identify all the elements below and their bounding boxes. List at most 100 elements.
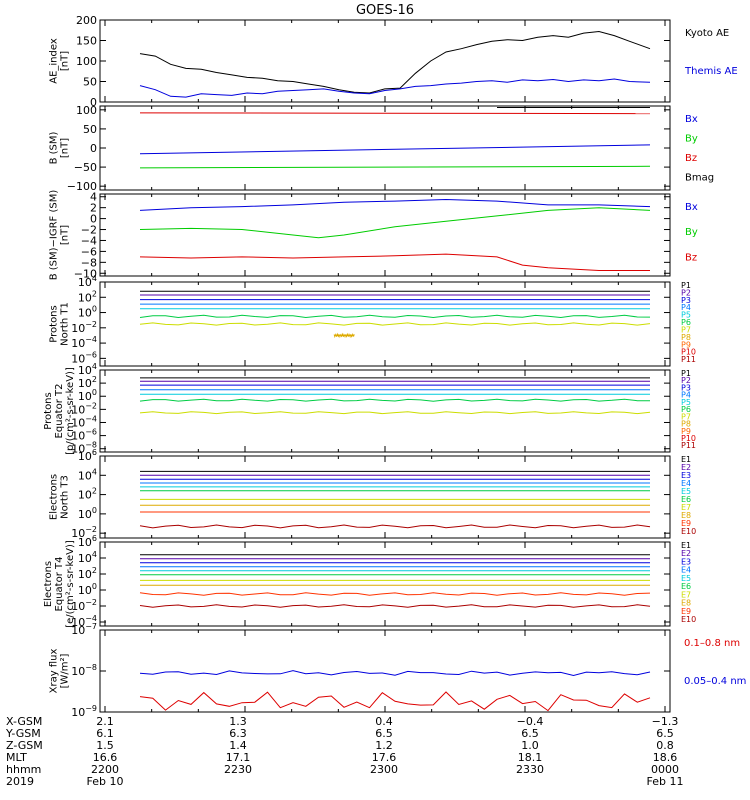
legend-e8: E8	[681, 511, 691, 520]
legend-p4: P4	[681, 391, 691, 400]
time-axis-value: 6.5	[375, 727, 393, 740]
legend-bx: Bx	[685, 114, 698, 125]
legend-p3: P3	[681, 296, 691, 305]
time-axis-value: 17.6	[372, 751, 397, 764]
legend-e5: E5	[681, 487, 691, 496]
legend-p7: P7	[681, 325, 691, 334]
y-axis-label-line: [W/m²]	[60, 653, 71, 688]
time-axis-value: Feb 10	[87, 775, 124, 788]
legend-p5: P5	[681, 311, 691, 320]
panel-frame	[99, 369, 671, 453]
legend-kyoto-ae: Kyoto AE	[685, 28, 729, 39]
time-axis-value: Feb 11	[647, 775, 684, 788]
time-axis-value: 1.5	[96, 739, 114, 752]
y-axis-label: B (SM) [nT]	[49, 131, 71, 164]
y-axis-label-line: B (SM)	[49, 131, 60, 164]
panel-frame	[99, 19, 671, 103]
series-line-kyoto-ae	[139, 30, 651, 94]
panel-ae: 0 50 100 150 200 AE_index [nT] Kyoto AE Themis A…	[49, 14, 738, 109]
legend-p9: P9	[681, 340, 691, 349]
panel-frame	[99, 193, 671, 277]
legend-p2: P2	[681, 376, 691, 385]
time-axis-value: 6.3	[229, 727, 247, 740]
time-axis-value: 0.8	[656, 739, 674, 752]
y-tick-label: 10−8	[71, 663, 97, 678]
y-tick-label: 106	[78, 448, 97, 463]
legend-p11: P11	[681, 355, 696, 364]
legend-e8: E8	[681, 599, 691, 608]
time-axis-value: 2230	[224, 763, 252, 776]
y-axis-label-line: Equator T2	[54, 384, 65, 439]
time-axis-value: 1.3	[229, 715, 247, 728]
time-axis-value: 6.5	[656, 727, 674, 740]
legend-bz: Bz	[685, 153, 697, 164]
y-tick-label: −100	[67, 180, 97, 193]
legend-p2: P2	[681, 288, 691, 297]
y-tick-label: 10−4	[71, 335, 97, 350]
time-axis-value: 18.6	[653, 751, 678, 764]
y-tick-label: −4	[81, 234, 97, 247]
y-axis-label-line: [nT]	[60, 51, 71, 71]
legend-e10: E10	[681, 527, 696, 536]
y-tick-label: 100	[76, 55, 97, 68]
y-tick-label: −10	[74, 267, 97, 280]
y-axis-label: Protons North T1	[49, 302, 71, 346]
legend-e7: E7	[681, 590, 691, 599]
y-axis-label-line: Electrons	[43, 561, 54, 607]
y-tick-label: 10−9	[71, 704, 97, 719]
y-tick-label: 150	[76, 35, 97, 48]
time-axis-value: −0.4	[517, 715, 544, 728]
time-axis-row-label: 2019	[6, 775, 34, 788]
y-tick-label: −6	[81, 245, 97, 258]
time-axis-value: 6.5	[521, 727, 539, 740]
time-axis-value: 16.6	[93, 751, 118, 764]
y-tick-label: 50	[83, 76, 97, 89]
legend-p6: P6	[681, 318, 691, 327]
time-axis-row-label: hhmm	[6, 763, 41, 776]
legend-bmag: Bmag	[685, 172, 714, 183]
y-axis-label-line: [e/(cm²-s-sr-keV)]	[65, 540, 76, 628]
time-axis-value: 1.0	[521, 739, 539, 752]
legend-p1: P1	[681, 369, 691, 378]
series-line-themis-ae	[139, 78, 651, 98]
legend-by: By	[685, 133, 698, 144]
series-line-0-1-0-8-nm	[139, 691, 651, 712]
y-tick-label: 2	[90, 202, 97, 215]
legend-p6: P6	[681, 405, 691, 414]
time-axis-value: −1.3	[652, 715, 679, 728]
figure-title: GOES-16	[356, 3, 414, 18]
time-axis-value: 0000	[651, 763, 679, 776]
time-axis-value: 2330	[516, 763, 544, 776]
y-axis-label: AE_index [nT]	[49, 38, 71, 84]
time-axis-value: 18.1	[518, 751, 543, 764]
time-axis-value: 0.4	[375, 715, 393, 728]
legend-e5: E5	[681, 574, 691, 583]
legend-e4: E4	[681, 479, 691, 488]
y-axis-label: Electrons North T3	[49, 474, 71, 520]
y-tick-label: 10−7	[71, 622, 97, 637]
y-tick-label: 50	[83, 123, 97, 136]
legend-p7: P7	[681, 412, 691, 421]
legend-themis-ae: Themis AE	[684, 66, 738, 77]
y-axis-label-line: North T1	[60, 302, 71, 346]
y-axis-label-line: Protons	[49, 305, 60, 342]
y-tick-label: 200	[76, 14, 97, 27]
legend-e6: E6	[681, 582, 691, 591]
legend-e3: E3	[681, 557, 691, 566]
legend-e1: E1	[681, 541, 691, 550]
y-tick-label: 106	[78, 534, 97, 549]
y-axis-label-line: AE_index	[49, 38, 60, 84]
time-axis-row-label: X-GSM	[6, 715, 42, 728]
legend-p5: P5	[681, 398, 691, 407]
legend-e6: E6	[681, 495, 691, 504]
time-axis-value: 17.1	[226, 751, 251, 764]
y-tick-label: 102	[78, 487, 97, 502]
series-line-p7	[139, 411, 651, 415]
time-axis-row-label: Z-GSM	[6, 739, 43, 752]
series-line-e10	[139, 604, 651, 608]
